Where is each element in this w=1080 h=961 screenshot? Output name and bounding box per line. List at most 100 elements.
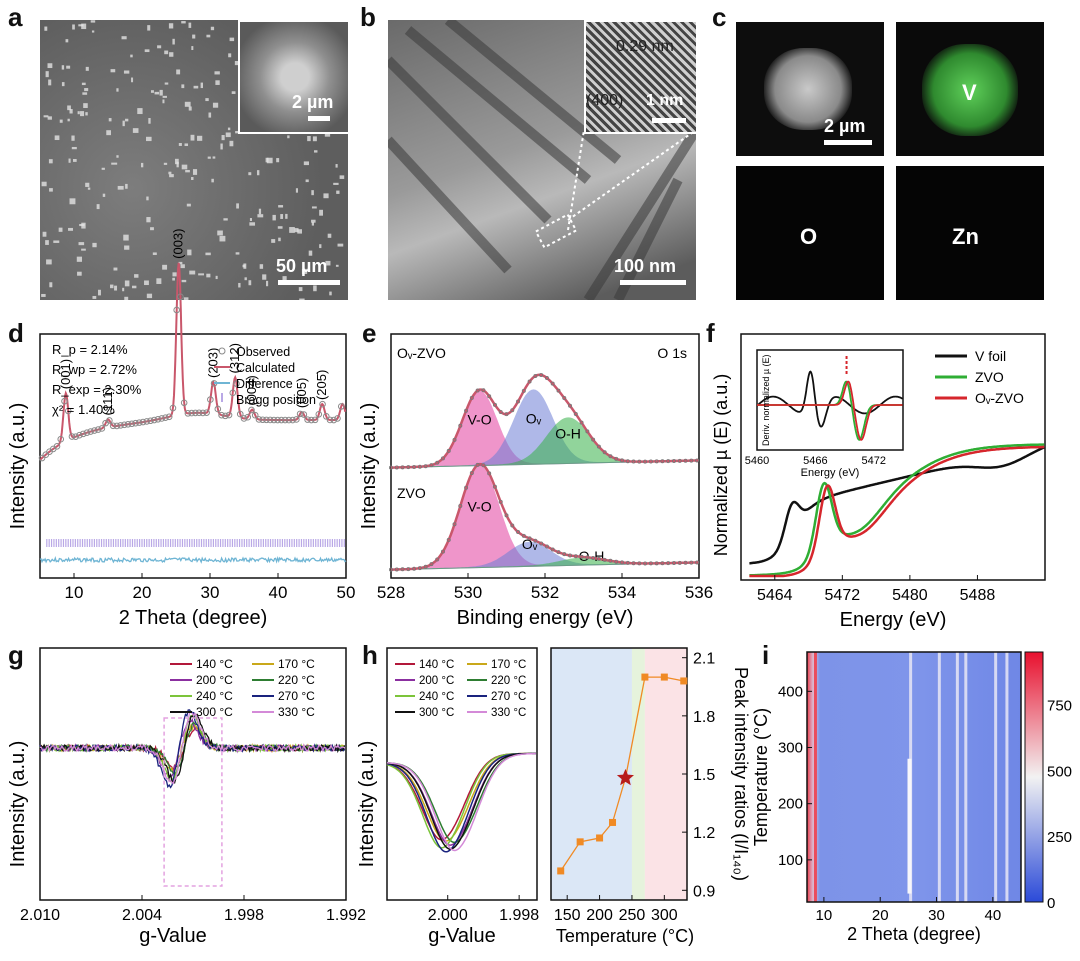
sem-particle [206, 273, 211, 278]
sem-particle [256, 170, 260, 176]
sem-particle [181, 21, 186, 24]
xrd-observed-point [106, 417, 113, 424]
xrd-observed-point [53, 443, 61, 450]
sem-particle [282, 276, 287, 283]
xrd-observed-point [270, 416, 278, 424]
epr-x-axis-label: g-Value [139, 925, 206, 947]
sem-particle [238, 282, 241, 288]
sem-particle [67, 118, 70, 122]
sem-particle [110, 69, 116, 73]
xps-observed-point [648, 561, 653, 566]
sem-particle [69, 198, 76, 205]
xps-observed-point [417, 464, 422, 469]
xrd-observed-point [322, 413, 330, 420]
epr-x-tick-label: 2.004 [122, 907, 162, 924]
sem-particle [121, 36, 127, 40]
xps-observed-point [666, 561, 671, 566]
epr-x-tick-label: 1.992 [326, 907, 366, 924]
xrd-observed-point [38, 454, 46, 462]
sem-particle [186, 203, 191, 207]
sem-particle [207, 156, 211, 159]
sem-particle [146, 217, 151, 223]
ratio-x-tick-label: 150 [554, 907, 581, 924]
xrd-observed-point [311, 416, 319, 424]
sem-particle [249, 222, 256, 226]
xrd-observed-point [266, 416, 274, 424]
xps-x-axis-label: Binding energy (eV) [457, 607, 634, 629]
sem-particle [49, 188, 53, 192]
sem-particle [221, 135, 225, 141]
sem-particle [61, 82, 65, 87]
sem-particle [277, 226, 283, 229]
sem-particle [71, 135, 75, 141]
sem-particle [225, 132, 231, 138]
xrd-refinement-stat: χ² = 1.40% [52, 402, 115, 417]
sem-particle [154, 91, 160, 95]
xrd-observed-point [304, 416, 311, 423]
xrd-peak-label: (205̄) [314, 370, 329, 400]
xrd-observed-point [225, 411, 233, 419]
xps-observed-point [614, 456, 619, 461]
sem-particle [125, 118, 129, 122]
xrd-observed-point [83, 429, 91, 436]
sem-particle [159, 89, 163, 96]
heatmap-bright-line [813, 652, 817, 902]
xps-observed-point [573, 554, 578, 559]
sem-particle [83, 103, 88, 108]
xps-component-label: V-O [467, 498, 491, 514]
xps-observed-point [423, 564, 428, 569]
xrd-refinement-stat: R_p = 2.14% [52, 342, 128, 357]
xps-observed-point [400, 465, 405, 470]
xps-observed-point [608, 454, 613, 459]
xrd-observed-point [222, 412, 229, 420]
sem-particle [235, 252, 240, 255]
xps-observed-point [544, 376, 549, 381]
sem-particle [335, 264, 339, 267]
xps-observed-point [568, 403, 573, 408]
tem-image: 0.29 nm (400) 1 nm 100 nm [388, 20, 696, 300]
sem-particle [206, 34, 211, 38]
sem-particle [144, 49, 150, 53]
sem-particle [271, 239, 276, 243]
xrd-observed-point [143, 418, 151, 425]
sem-particle [98, 289, 101, 296]
sem-particle [276, 158, 280, 163]
xps-observed-point [695, 560, 700, 565]
sem-particle [168, 171, 172, 175]
xps-observed-point [556, 550, 561, 555]
sem-particle [76, 256, 83, 262]
sem-particle [278, 237, 281, 242]
xrd-observed-point [117, 422, 124, 429]
xps-observed-point [550, 547, 555, 552]
xps-observed-point [452, 522, 457, 527]
xrd-observed-point [330, 416, 338, 424]
epr-zoom-line-170 [386, 752, 536, 842]
sem-particle [327, 233, 332, 238]
sem-particle [123, 70, 130, 74]
epr-zoom-line-270 [386, 752, 536, 853]
sem-particle [183, 297, 189, 300]
sem-particle [108, 118, 112, 122]
xps-observed-point [521, 533, 526, 538]
sem-particle [212, 156, 216, 159]
sem-particle [212, 102, 219, 108]
ratio-y-tick-label: 2.1 [693, 651, 715, 668]
sem-particle [313, 285, 317, 292]
ratio-point [641, 673, 649, 681]
xrd-peak-label: (003) [171, 228, 186, 258]
heatmap-bright-line [964, 652, 968, 902]
xps-observed-point [643, 561, 648, 566]
panel-label-d: d [8, 318, 24, 348]
ratio-point [609, 818, 617, 826]
ratio-x-tick-label: 300 [651, 907, 678, 924]
sem-particle [311, 206, 317, 209]
sem-particle [265, 280, 269, 287]
sem-particle [307, 135, 311, 142]
sem-particle [140, 162, 144, 168]
xrd-x-tick-label: 30 [201, 583, 220, 602]
colorbar-tick-label: 0 [1047, 895, 1055, 912]
hrtem-scale-label: 1 nm [646, 92, 684, 109]
panel-label-a: a [8, 2, 23, 32]
sem-particle [132, 285, 137, 289]
xanes-x-tick-label: 5480 [892, 587, 928, 604]
